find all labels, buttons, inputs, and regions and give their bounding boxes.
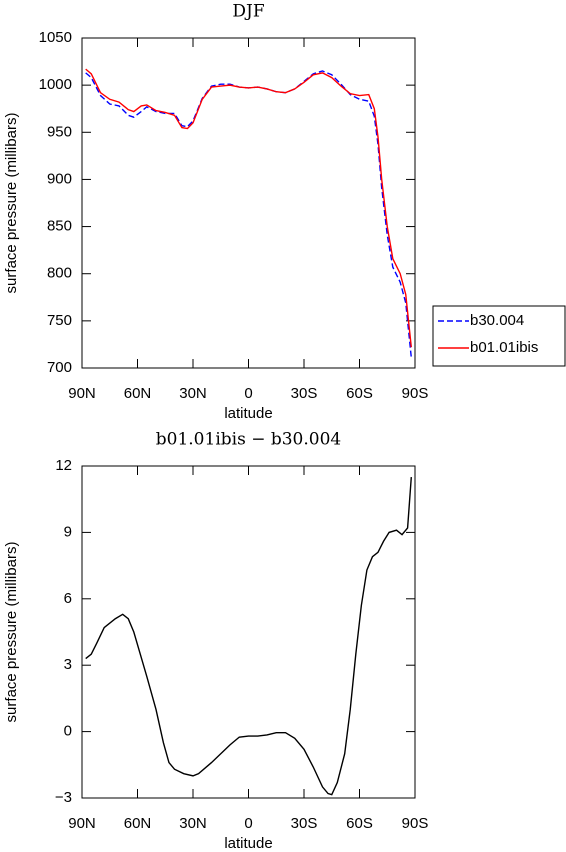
y-tick-label: 900 bbox=[47, 170, 72, 187]
plot-frame bbox=[81, 465, 416, 799]
x-tick-label: 90S bbox=[402, 385, 429, 402]
data-line bbox=[85, 68, 412, 348]
x-tick-label: 0 bbox=[244, 815, 252, 832]
x-tick-label: 60S bbox=[346, 815, 373, 832]
y-tick-label: 950 bbox=[47, 123, 72, 140]
data-line bbox=[85, 70, 412, 358]
y-tick-label: −3 bbox=[55, 789, 72, 806]
x-tick-label: 90S bbox=[402, 815, 429, 832]
y-tick-label: 750 bbox=[47, 312, 72, 329]
x-tick-label: 0 bbox=[244, 385, 252, 402]
x-tick-label: 90N bbox=[68, 815, 96, 832]
y-tick-label: 700 bbox=[47, 359, 72, 376]
y-axis-label: surface pressure (millibars) bbox=[3, 542, 20, 723]
y-tick-label: 3 bbox=[64, 656, 72, 673]
y-tick-label: 6 bbox=[64, 590, 72, 607]
y-tick-label: 1050 bbox=[39, 29, 72, 46]
chart-title: DJF bbox=[232, 2, 264, 22]
y-tick-label: 12 bbox=[55, 457, 72, 474]
x-tick-label: 30S bbox=[291, 385, 318, 402]
x-tick-label: 30N bbox=[179, 385, 207, 402]
y-tick-label: 850 bbox=[47, 218, 72, 235]
legend-label: b30.004 bbox=[470, 312, 524, 329]
x-tick-label: 90N bbox=[68, 385, 96, 402]
x-tick-label: 60N bbox=[124, 385, 152, 402]
chart-title: b01.01ibis − b30.004 bbox=[156, 430, 341, 450]
x-tick-label: 60N bbox=[124, 815, 152, 832]
legend-box bbox=[432, 305, 566, 367]
x-tick-label: 30S bbox=[291, 815, 318, 832]
y-axis-label: surface pressure (millibars) bbox=[3, 113, 20, 294]
data-line bbox=[85, 477, 412, 796]
x-axis-label: latitude bbox=[224, 405, 272, 422]
y-tick-label: 0 bbox=[64, 723, 72, 740]
legend-label: b01.01ibis bbox=[470, 339, 538, 356]
y-tick-label: 800 bbox=[47, 265, 72, 282]
x-tick-label: 30N bbox=[179, 815, 207, 832]
y-tick-label: 1000 bbox=[39, 76, 72, 93]
x-tick-label: 60S bbox=[346, 385, 373, 402]
y-tick-label: 9 bbox=[64, 523, 72, 540]
x-axis-label: latitude bbox=[224, 835, 272, 852]
